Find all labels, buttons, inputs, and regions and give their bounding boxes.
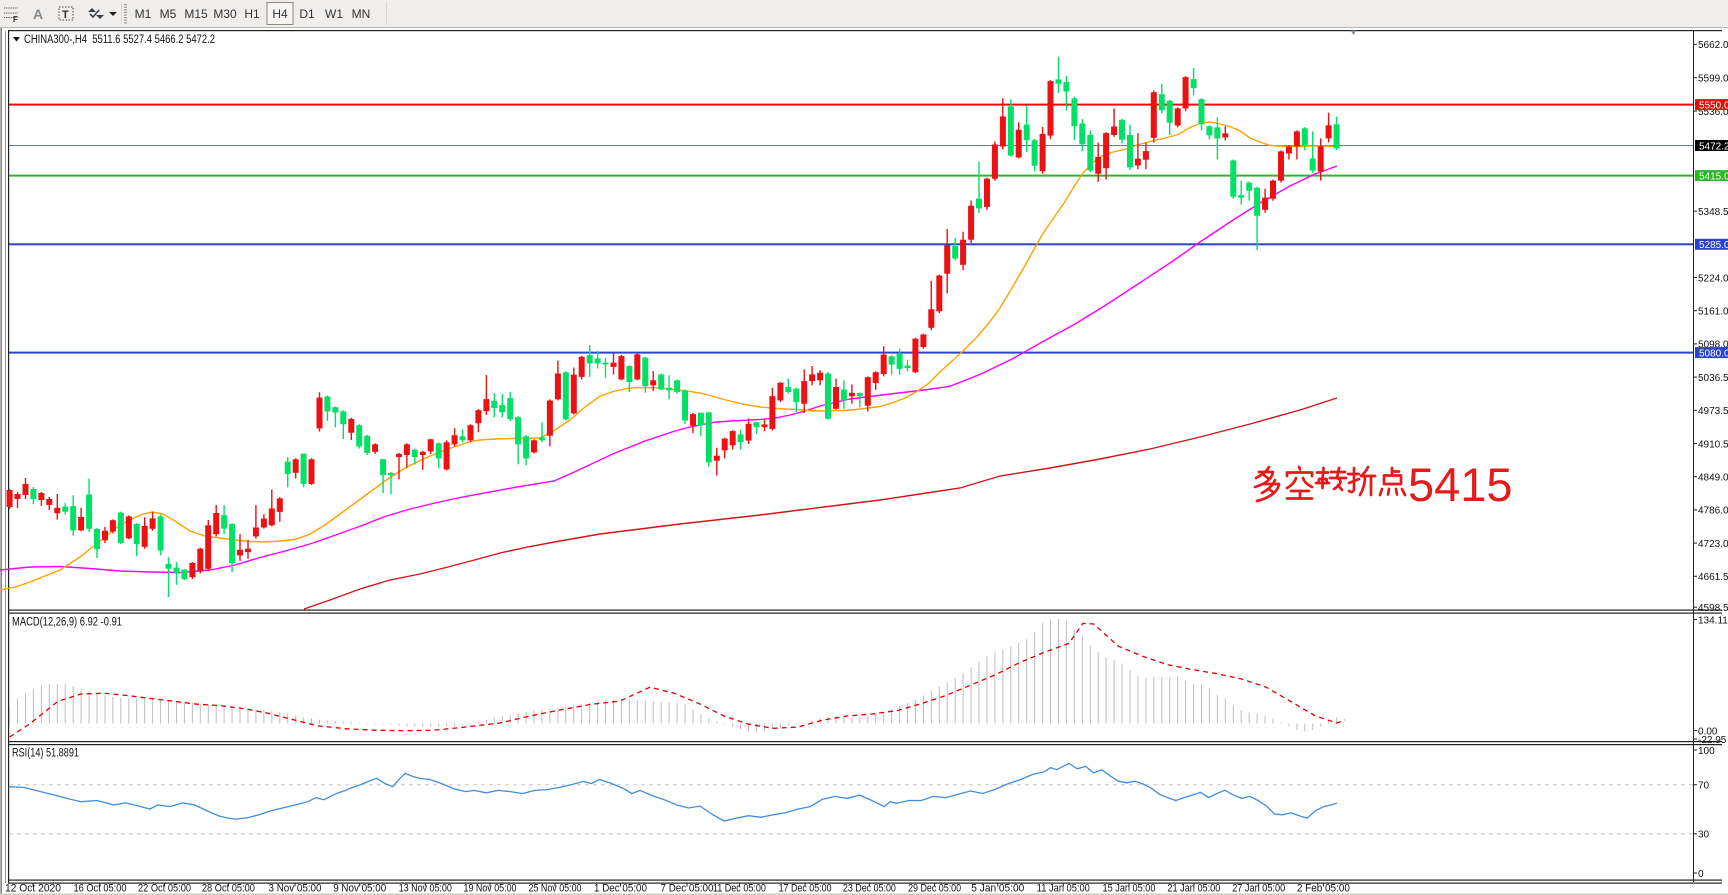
svg-text:5662.0: 5662.0 (1698, 40, 1728, 51)
svg-text:11 Jan 05:00: 11 Jan 05:00 (1037, 883, 1090, 895)
svg-text:7 Dec 05:00: 7 Dec 05:00 (661, 883, 714, 895)
svg-text:1 Dec 05:00: 1 Dec 05:00 (594, 883, 647, 895)
svg-text:4973.5: 4973.5 (1698, 406, 1728, 417)
svg-text:4786.0: 4786.0 (1698, 506, 1728, 517)
svg-text:5036.5: 5036.5 (1698, 373, 1728, 384)
svg-text:5161.0: 5161.0 (1698, 307, 1728, 318)
svg-text:0.00: 0.00 (1698, 726, 1718, 737)
svg-text:5080.0: 5080.0 (1699, 348, 1728, 359)
svg-text:M15: M15 (184, 7, 208, 21)
svg-text:MACD(12,26,9) 6.92 -0.91: MACD(12,26,9) 6.92 -0.91 (12, 617, 122, 629)
svg-text:5224.0: 5224.0 (1698, 273, 1728, 284)
svg-text:5415: 5415 (1408, 458, 1513, 511)
svg-text:5550.0: 5550.0 (1699, 100, 1728, 111)
svg-text:5472.2: 5472.2 (1699, 141, 1728, 152)
svg-text:30: 30 (1698, 830, 1710, 841)
svg-text:4849.0: 4849.0 (1698, 473, 1728, 484)
svg-text:22 Oct 05:00: 22 Oct 05:00 (138, 883, 191, 895)
svg-text:D1: D1 (299, 7, 315, 21)
svg-text:134.11: 134.11 (1698, 615, 1728, 626)
svg-text:100: 100 (1698, 746, 1715, 757)
svg-text:0: 0 (1698, 869, 1704, 880)
svg-text:MN: MN (352, 7, 371, 21)
svg-text:28 Oct 05:00: 28 Oct 05:00 (202, 883, 255, 895)
svg-text:H1: H1 (244, 7, 260, 21)
svg-text:4598.5: 4598.5 (1698, 603, 1728, 614)
svg-text:F: F (13, 15, 18, 24)
svg-text:H4: H4 (272, 7, 288, 21)
svg-text:17 Dec 05:00: 17 Dec 05:00 (779, 883, 832, 895)
svg-text:3 Nov 05:00: 3 Nov 05:00 (269, 883, 322, 895)
svg-text:W1: W1 (325, 7, 343, 21)
svg-text:T: T (62, 9, 69, 21)
svg-text:4661.5: 4661.5 (1698, 572, 1728, 583)
svg-text:25 Nov 05:00: 25 Nov 05:00 (529, 883, 582, 895)
svg-text:M30: M30 (213, 7, 237, 21)
svg-text:70: 70 (1698, 781, 1710, 792)
svg-text:29 Dec 05:00: 29 Dec 05:00 (908, 883, 961, 895)
svg-text:5285.0: 5285.0 (1699, 240, 1728, 251)
svg-text:5536.0: 5536.0 (1698, 107, 1728, 118)
svg-text:15 Jan 05:00: 15 Jan 05:00 (1103, 883, 1156, 895)
svg-text:-22.95: -22.95 (1698, 735, 1727, 746)
svg-text:M5: M5 (160, 7, 177, 21)
svg-text:5 Jan 05:00: 5 Jan 05:00 (971, 883, 1024, 895)
svg-text:9 Nov 05:00: 9 Nov 05:00 (333, 883, 386, 895)
svg-text:5599.0: 5599.0 (1698, 74, 1728, 85)
svg-text:19 Nov 05:00: 19 Nov 05:00 (464, 883, 517, 895)
svg-text:27 Jan 05:00: 27 Jan 05:00 (1232, 883, 1285, 895)
svg-text:CHINA300-,H4 5511.6 5527.4 54: CHINA300-,H4 5511.6 5527.4 5466.2 5472.2 (24, 34, 215, 46)
svg-text:M1: M1 (135, 7, 152, 21)
svg-text:5348.5: 5348.5 (1698, 207, 1728, 218)
svg-text:13 Nov 05:00: 13 Nov 05:00 (399, 883, 452, 895)
svg-text:23 Dec 05:00: 23 Dec 05:00 (843, 883, 896, 895)
svg-text:RSI(14) 51.8891: RSI(14) 51.8891 (12, 748, 79, 760)
svg-text:A: A (33, 6, 43, 22)
svg-text:2 Feb 05:00: 2 Feb 05:00 (1297, 883, 1350, 895)
svg-text:5098.0: 5098.0 (1698, 340, 1728, 351)
svg-text:12 Oct 2020: 12 Oct 2020 (5, 883, 61, 895)
svg-text:5415.0: 5415.0 (1699, 171, 1728, 182)
svg-text:4910.5: 4910.5 (1698, 439, 1728, 450)
svg-text:11 Dec 05:00: 11 Dec 05:00 (713, 883, 766, 895)
svg-text:16 Oct 05:00: 16 Oct 05:00 (74, 883, 127, 895)
svg-text:21 Jan 05:00: 21 Jan 05:00 (1167, 883, 1220, 895)
svg-text:4723.0: 4723.0 (1698, 539, 1728, 550)
